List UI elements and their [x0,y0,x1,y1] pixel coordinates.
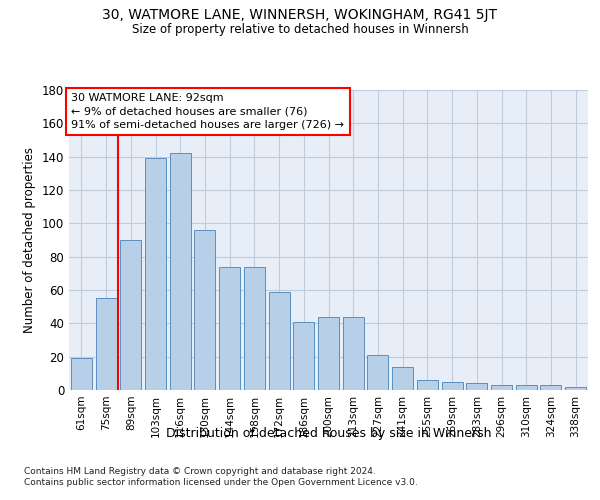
Bar [170,154,191,390]
Bar [343,316,364,390]
Bar [442,382,463,390]
Bar [244,266,265,390]
Bar [367,355,388,390]
Bar [491,385,512,390]
Bar [516,385,537,390]
Bar [293,322,314,390]
Bar [145,158,166,390]
Bar [95,298,116,390]
Bar [120,240,141,390]
Text: Distribution of detached houses by size in Winnersh: Distribution of detached houses by size … [166,428,491,440]
Text: 30 WATMORE LANE: 92sqm
← 9% of detached houses are smaller (76)
91% of semi-deta: 30 WATMORE LANE: 92sqm ← 9% of detached … [71,94,344,130]
Text: Contains HM Land Registry data © Crown copyright and database right 2024.
Contai: Contains HM Land Registry data © Crown c… [24,468,418,487]
Bar [269,292,290,390]
Text: Size of property relative to detached houses in Winnersh: Size of property relative to detached ho… [131,22,469,36]
Text: 30, WATMORE LANE, WINNERSH, WOKINGHAM, RG41 5JT: 30, WATMORE LANE, WINNERSH, WOKINGHAM, R… [103,8,497,22]
Bar [392,366,413,390]
Bar [194,230,215,390]
Bar [565,386,586,390]
Y-axis label: Number of detached properties: Number of detached properties [23,147,36,333]
Bar [541,385,562,390]
Bar [219,266,240,390]
Bar [417,380,438,390]
Bar [318,316,339,390]
Bar [71,358,92,390]
Bar [466,384,487,390]
